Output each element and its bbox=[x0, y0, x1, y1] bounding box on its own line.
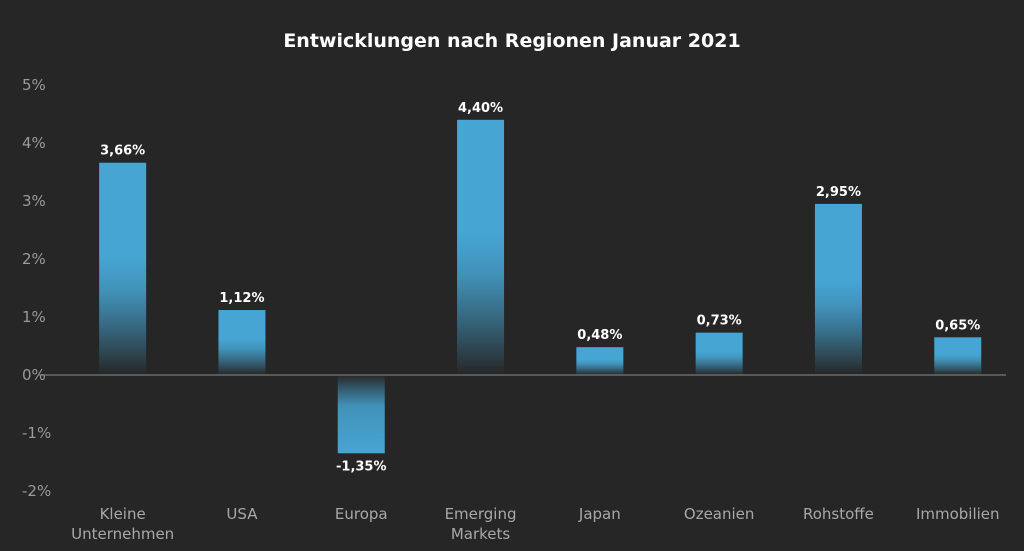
bar-value-label: 0,73% bbox=[697, 314, 742, 329]
bar-value-label: 1,12% bbox=[219, 291, 264, 306]
category-label: Kleine bbox=[100, 505, 146, 523]
data-labels: 3,66% 1,12% -1,35% 4,40% 0,48% 0,73% 2,95% 0,65… bbox=[100, 101, 980, 474]
bar-value-label: -1,35% bbox=[336, 459, 387, 474]
category-label: USA bbox=[226, 505, 258, 523]
y-tick-label: 0% bbox=[22, 366, 46, 384]
bar bbox=[457, 119, 505, 375]
bar-value-label: 2,95% bbox=[816, 185, 861, 200]
bar bbox=[99, 162, 147, 375]
bar-value-label: 0,65% bbox=[935, 318, 980, 333]
chart-title: Entwicklungen nach Regionen Januar 2021 bbox=[283, 30, 740, 52]
category-label: Europa bbox=[335, 505, 388, 523]
bar bbox=[695, 332, 743, 375]
y-axis: 5% 4% 3% 2% 1% 0% -1% -2% bbox=[22, 76, 51, 500]
category-label: Rohstoffe bbox=[803, 505, 874, 523]
y-tick-label: 2% bbox=[22, 250, 46, 268]
category-label: Markets bbox=[451, 525, 511, 543]
bar-value-label: 0,48% bbox=[577, 328, 622, 343]
bar bbox=[576, 347, 624, 375]
y-tick-label: 4% bbox=[22, 134, 46, 152]
bar bbox=[337, 375, 385, 454]
y-tick-label: 1% bbox=[22, 308, 46, 326]
y-tick-label: -1% bbox=[22, 424, 51, 442]
bar bbox=[814, 203, 862, 375]
x-axis: Kleine Unternehmen USA Europa Emerging Market… bbox=[71, 505, 999, 543]
y-tick-label: 5% bbox=[22, 76, 46, 94]
y-tick-label: -2% bbox=[22, 482, 51, 500]
category-label: Japan bbox=[578, 505, 621, 523]
category-label: Unternehmen bbox=[71, 525, 174, 543]
category-label: Ozeanien bbox=[684, 505, 755, 523]
category-label: Immobilien bbox=[916, 505, 1000, 523]
bar-series bbox=[99, 119, 982, 454]
y-tick-label: 3% bbox=[22, 192, 46, 210]
bar bbox=[218, 310, 266, 375]
bar-value-label: 4,40% bbox=[458, 101, 503, 116]
bar-value-label: 3,66% bbox=[100, 144, 145, 159]
bar bbox=[934, 337, 982, 375]
category-label: Emerging bbox=[445, 505, 517, 523]
